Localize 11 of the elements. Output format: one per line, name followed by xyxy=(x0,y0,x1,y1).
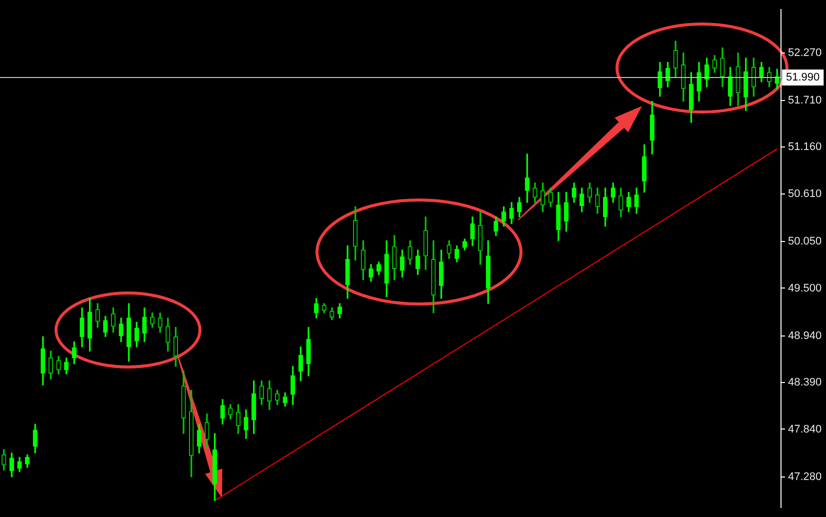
y-tick-label: 50.050 xyxy=(788,236,822,248)
y-tick-label: 50.610 xyxy=(788,188,822,200)
y-tick-label: 48.940 xyxy=(788,330,822,342)
y-tick-label: 47.280 xyxy=(788,470,822,483)
y-tick-label: 47.840 xyxy=(788,423,822,436)
y-tick-label: 52.270 xyxy=(788,46,822,59)
y-tick-label: 51.160 xyxy=(788,141,822,154)
y-tick-label: 49.500 xyxy=(788,282,822,294)
y-tick-label: 48.390 xyxy=(788,376,822,389)
y-tick-label: 51.710 xyxy=(788,94,822,107)
ref-line-label: 51.990 xyxy=(786,72,820,84)
